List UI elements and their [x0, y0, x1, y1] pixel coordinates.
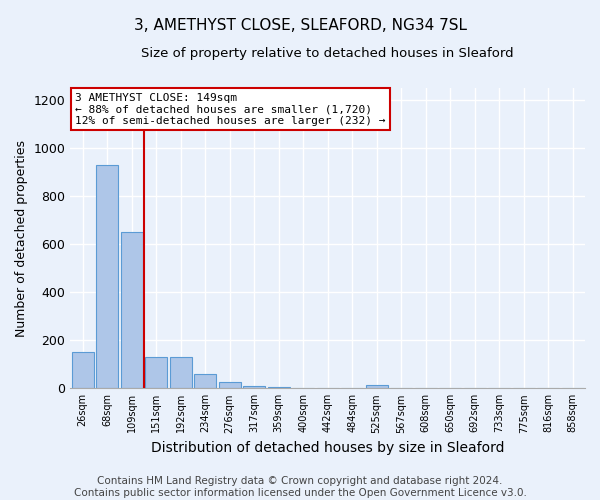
Text: 3, AMETHYST CLOSE, SLEAFORD, NG34 7SL: 3, AMETHYST CLOSE, SLEAFORD, NG34 7SL: [133, 18, 467, 32]
X-axis label: Distribution of detached houses by size in Sleaford: Distribution of detached houses by size …: [151, 441, 505, 455]
Bar: [145, 357, 167, 388]
Bar: [170, 357, 191, 388]
Bar: [71, 352, 94, 388]
Bar: [121, 232, 143, 388]
Bar: [243, 386, 265, 388]
Text: 3 AMETHYST CLOSE: 149sqm
← 88% of detached houses are smaller (1,720)
12% of sem: 3 AMETHYST CLOSE: 149sqm ← 88% of detach…: [76, 92, 386, 126]
Bar: [365, 384, 388, 388]
Text: Contains HM Land Registry data © Crown copyright and database right 2024.
Contai: Contains HM Land Registry data © Crown c…: [74, 476, 526, 498]
Y-axis label: Number of detached properties: Number of detached properties: [15, 140, 28, 336]
Title: Size of property relative to detached houses in Sleaford: Size of property relative to detached ho…: [142, 48, 514, 60]
Bar: [218, 382, 241, 388]
Bar: [268, 387, 290, 388]
Bar: [96, 165, 118, 388]
Bar: [194, 374, 216, 388]
